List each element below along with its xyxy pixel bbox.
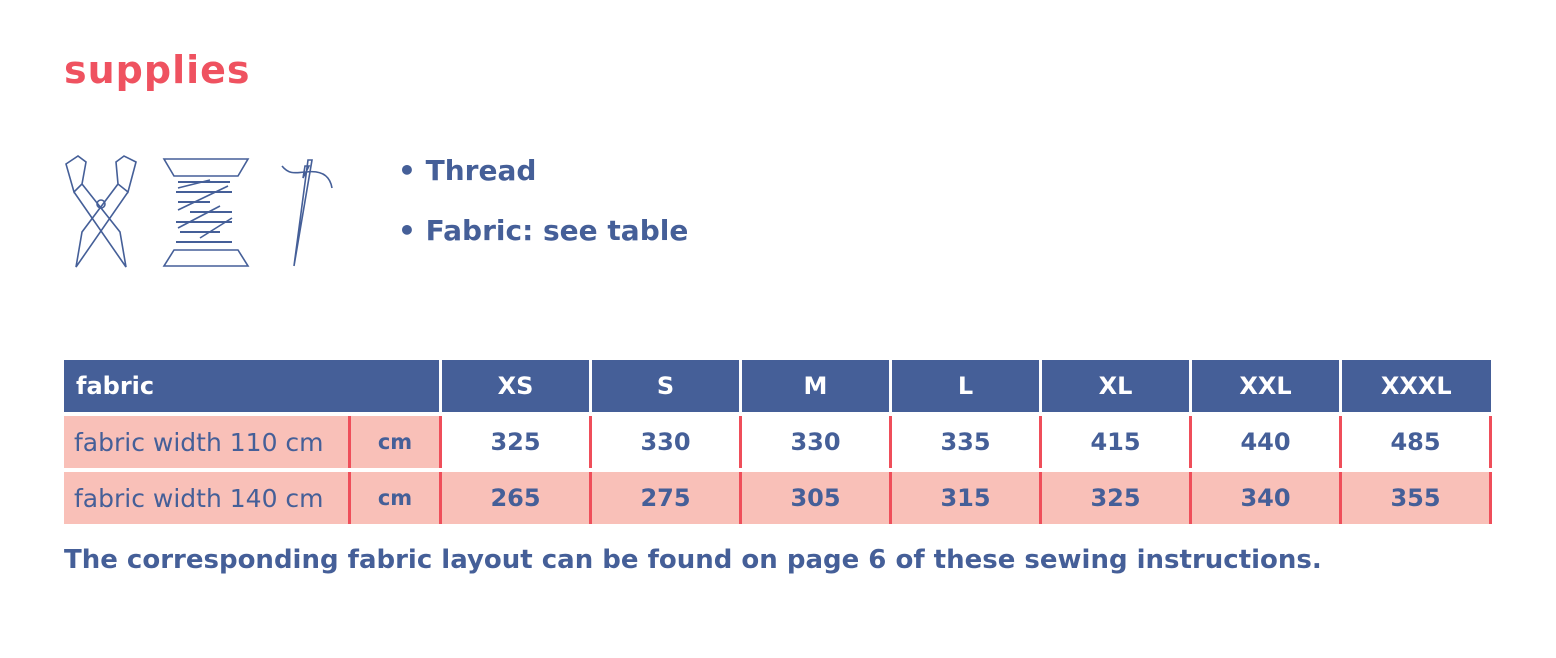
header-size: XS (439, 360, 591, 414)
cell-value: 275 (589, 468, 741, 524)
row-unit: cm (348, 468, 441, 524)
cell-value: 315 (889, 468, 1041, 524)
cell-value: 330 (739, 412, 891, 470)
table-row: fabric width 140 cm cm 265 275 305 315 3… (64, 468, 1492, 524)
supplies-list: • Thread • Fabric: see table (398, 154, 688, 274)
cell-value: 305 (739, 468, 891, 524)
table-row: fabric width 110 cm cm 325 330 330 335 4… (64, 412, 1492, 470)
cell-value: 330 (589, 412, 741, 470)
header-size: XXL (1189, 360, 1341, 414)
header-size: M (739, 360, 891, 414)
page-title: supplies (64, 48, 251, 92)
scissors-icon (65, 155, 137, 268)
row-label: fabric width 110 cm (64, 412, 350, 470)
fabric-table: fabric XS S M L XL XXL XXXL fabric width… (64, 360, 1492, 524)
thread-spool-icon (162, 158, 250, 267)
cell-value: 265 (439, 468, 591, 524)
header-size: XL (1039, 360, 1191, 414)
cell-value: 325 (1039, 468, 1191, 524)
cell-value: 355 (1339, 468, 1492, 524)
needle-icon (281, 159, 333, 267)
cell-value: 485 (1339, 412, 1492, 470)
header-size: XXXL (1339, 360, 1491, 414)
cell-value: 415 (1039, 412, 1191, 470)
cell-value: 335 (889, 412, 1041, 470)
table-header-row: fabric XS S M L XL XXL XXXL (64, 360, 1491, 414)
supply-item-thread: • Thread (398, 154, 537, 187)
header-size: S (589, 360, 741, 414)
header-size: L (889, 360, 1041, 414)
cell-value: 340 (1189, 468, 1341, 524)
row-unit: cm (348, 412, 441, 470)
row-label: fabric width 140 cm (64, 468, 350, 524)
header-fabric: fabric (64, 360, 441, 414)
cell-value: 325 (439, 412, 591, 470)
fabric-layout-note: The corresponding fabric layout can be f… (64, 545, 1322, 575)
cell-value: 440 (1189, 412, 1341, 470)
supply-item-fabric: • Fabric: see table (398, 214, 689, 247)
supplies-icons (65, 155, 333, 268)
